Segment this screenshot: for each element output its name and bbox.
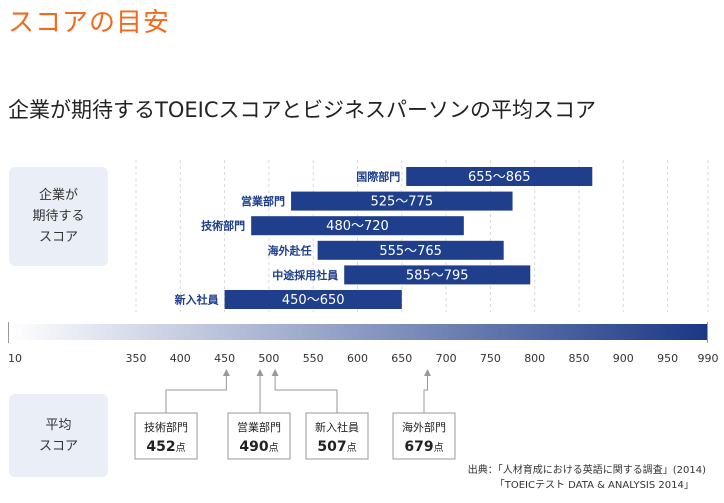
average-category-label: 営業部門	[237, 420, 281, 434]
range-value-label: 555〜765	[379, 244, 442, 259]
axis-tick-label: 400	[170, 352, 191, 365]
range-category-label: 海外赴任	[268, 243, 312, 257]
expected-label-line: 企業が	[38, 188, 78, 203]
headline: スコアの目安	[8, 8, 171, 38]
average-arrow-icon	[256, 369, 264, 376]
average-connector-line	[423, 374, 428, 413]
average-label-line: スコア	[38, 438, 78, 454]
expected-label-line: 期待する	[32, 209, 85, 224]
range-category-label: 中途採用社員	[272, 268, 338, 282]
source-line: 「TOEICテスト DATA & ANALYSIS 2014」	[494, 480, 694, 491]
chart-title: 企業が期待するTOEICスコアとビジネスパーソンの平均スコア	[8, 98, 597, 122]
axis-tick-label: 800	[524, 352, 545, 365]
range-bar	[291, 191, 513, 211]
axis-tick-label: 950	[657, 352, 678, 365]
range-category-label: 国際部門	[356, 170, 400, 184]
average-label-line: 平均	[45, 417, 72, 433]
range-category-label: 新入社員	[175, 293, 219, 307]
average-score-label-box: 平均 スコア	[9, 394, 108, 477]
axis-tick-label: 900	[613, 352, 634, 365]
axis-tick-label: 850	[569, 352, 590, 365]
score-axis-band	[8, 324, 708, 340]
average-arrow-icon	[222, 369, 230, 376]
range-value-label: 655〜865	[468, 170, 531, 185]
axis-tick-label: 990	[698, 352, 719, 365]
axis-tick-label: 600	[347, 352, 368, 365]
range-bar	[251, 216, 464, 236]
average-score-value: 490点	[239, 439, 278, 455]
axis-tick-label: 700	[436, 352, 457, 365]
expected-label-line: スコア	[38, 230, 78, 245]
range-category-label: 営業部門	[241, 194, 285, 208]
axis-tick-label: 350	[126, 352, 147, 365]
source-note: 出典：「人材育成における英語に関する調査」(2014) 「TOEICテスト DA…	[468, 463, 706, 493]
axis-tick-label: 550	[303, 352, 324, 365]
axis-tick-label: 650	[391, 352, 412, 365]
average-score-value: 679点	[404, 439, 443, 455]
average-connector-line	[165, 374, 227, 413]
average-score-box	[134, 412, 198, 460]
axis-tick-label: 10	[8, 352, 22, 365]
average-score-box	[227, 412, 291, 460]
range-value-label: 480〜720	[326, 219, 389, 234]
axis-tick-label: 500	[258, 352, 279, 365]
average-score-box	[392, 412, 456, 460]
axis-tick-label: 450	[214, 352, 235, 365]
average-score-value: 507点	[317, 439, 356, 455]
range-value-label: 585〜795	[406, 268, 469, 283]
expected-score-label-box: 企業が 期待する スコア	[9, 167, 108, 266]
average-category-label: 海外部門	[402, 420, 446, 434]
range-bar	[406, 167, 593, 186]
source-line: 出典：「人材育成における英語に関する調査」(2014)	[467, 465, 706, 476]
average-score-box	[305, 412, 369, 460]
average-arrow-icon	[271, 369, 279, 376]
range-bar	[224, 290, 402, 309]
average-score-value: 452点	[146, 439, 185, 455]
range-category-label: 技術部門	[201, 219, 245, 233]
average-connector-line	[274, 374, 338, 413]
average-arrow-icon	[423, 369, 431, 376]
range-bar	[317, 240, 504, 260]
average-category-label: 新入社員	[315, 420, 359, 434]
axis-tick-label: 750	[480, 352, 501, 365]
range-value-label: 525〜775	[370, 195, 433, 210]
range-value-label: 450〜650	[282, 293, 345, 308]
average-category-label: 技術部門	[144, 420, 188, 434]
range-bar	[344, 265, 531, 285]
